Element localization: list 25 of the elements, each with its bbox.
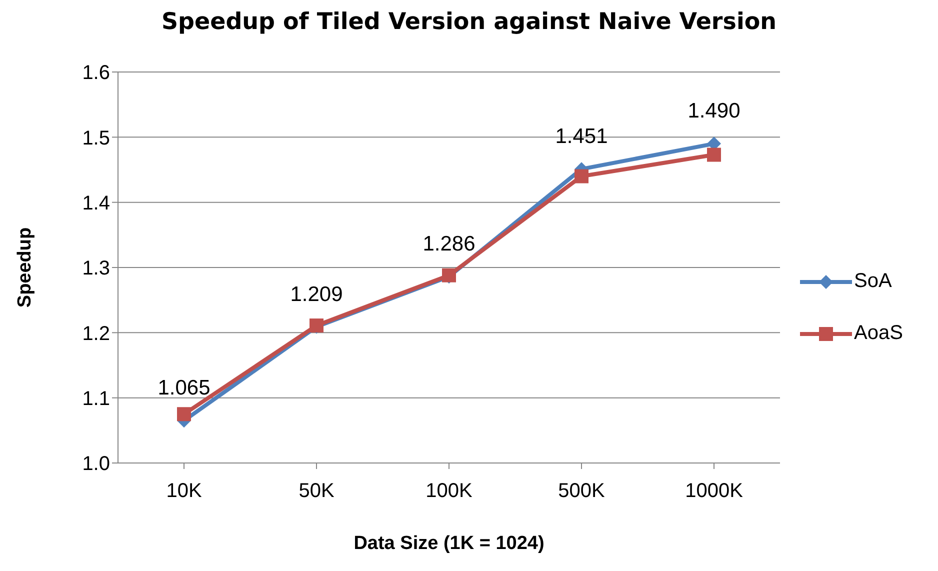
x-tick-label: 10K (166, 480, 202, 502)
data-label: 1.065 (158, 376, 210, 400)
x-tick-label: 1000K (685, 480, 744, 502)
y-tick-label: 1.1 (82, 388, 110, 410)
y-tick-label: 1.2 (82, 322, 110, 345)
x-tick-label: 500K (558, 480, 606, 502)
legend-label: SoA (854, 270, 892, 293)
data-label: 1.209 (290, 282, 343, 306)
x-axis-title: Data Size (1K = 1024) (354, 533, 544, 554)
y-tick-label: 1.6 (82, 62, 110, 84)
y-tick-label: 1.3 (82, 258, 110, 280)
point (707, 148, 721, 162)
data-label: 1.490 (688, 100, 740, 123)
x-tick-label: 50K (298, 480, 335, 502)
y-tick-label: 1.0 (82, 453, 110, 476)
y-tick-label: 1.4 (82, 192, 110, 214)
point (574, 169, 588, 184)
point (177, 407, 191, 422)
data-label: 1.286 (422, 232, 476, 256)
x-tick-label: 100K (426, 480, 474, 502)
y-axis-title: Speedup (14, 227, 36, 308)
data-label: 1.451 (555, 125, 608, 148)
legend-label: AoaS (854, 322, 903, 345)
chart-title: Speedup of Tiled Version against Naive Version (160, 8, 778, 37)
y-tick-label: 1.5 (82, 127, 110, 150)
